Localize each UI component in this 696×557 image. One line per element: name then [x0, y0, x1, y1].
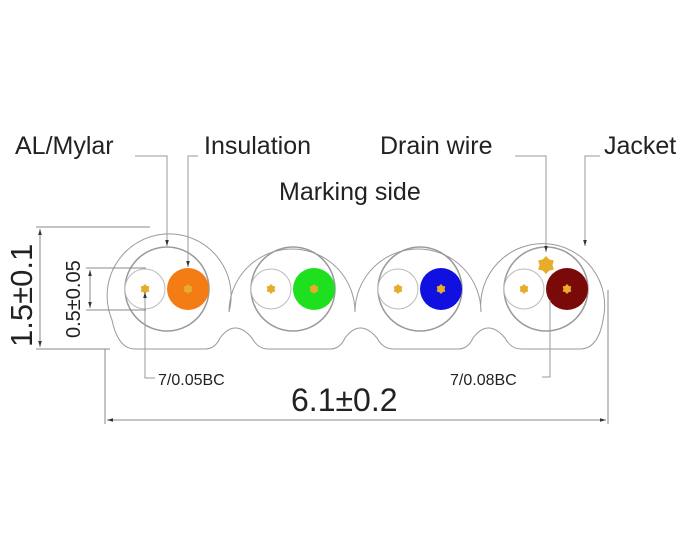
- wire-pair: [124, 246, 210, 332]
- signal-conductor-label: 7/0.05BC: [158, 372, 225, 389]
- conductor-strand: [562, 284, 572, 294]
- drain-wire-strand: [538, 256, 554, 274]
- width-dimension-label: 6.1±0.2: [291, 382, 398, 418]
- wire-pair: [503, 246, 589, 332]
- pair-height-extension-lines: [86, 267, 146, 311]
- conductor-strand: [309, 284, 319, 294]
- conductor-strand: [183, 284, 193, 294]
- conductor-strand: [393, 284, 403, 294]
- jacket-outline: [106, 233, 606, 350]
- insulation-leader: [186, 155, 198, 267]
- conductor-strand: [519, 284, 529, 294]
- height-extension-lines: [36, 226, 150, 350]
- height-dimension-label: 1.5±0.1: [4, 244, 39, 347]
- jacket-leader: [583, 155, 600, 246]
- al-mylar-leader: [135, 155, 169, 246]
- conductor-strand: [436, 284, 446, 294]
- wire-pair: [250, 246, 336, 332]
- drain-wire-leader: [515, 155, 548, 252]
- wire-pair: [377, 246, 463, 332]
- width-extension-lines: [104, 290, 609, 424]
- conductor-strand: [140, 284, 150, 294]
- insulation-label: Insulation: [204, 132, 311, 160]
- drain-conductor-leader: [542, 300, 551, 378]
- drain-conductor-label: 7/0.08BC: [450, 372, 517, 389]
- drain-wire: [538, 256, 554, 274]
- marking-side-label: Marking side: [279, 178, 421, 206]
- conductor-strand: [266, 284, 276, 294]
- pair-height-dimension-label: 0.5±0.05: [63, 260, 85, 338]
- al-mylar-label: AL/Mylar: [15, 132, 114, 160]
- jacket-label: Jacket: [604, 132, 676, 160]
- signal-conductor-leader: [143, 292, 155, 379]
- drain-wire-label: Drain wire: [380, 132, 493, 160]
